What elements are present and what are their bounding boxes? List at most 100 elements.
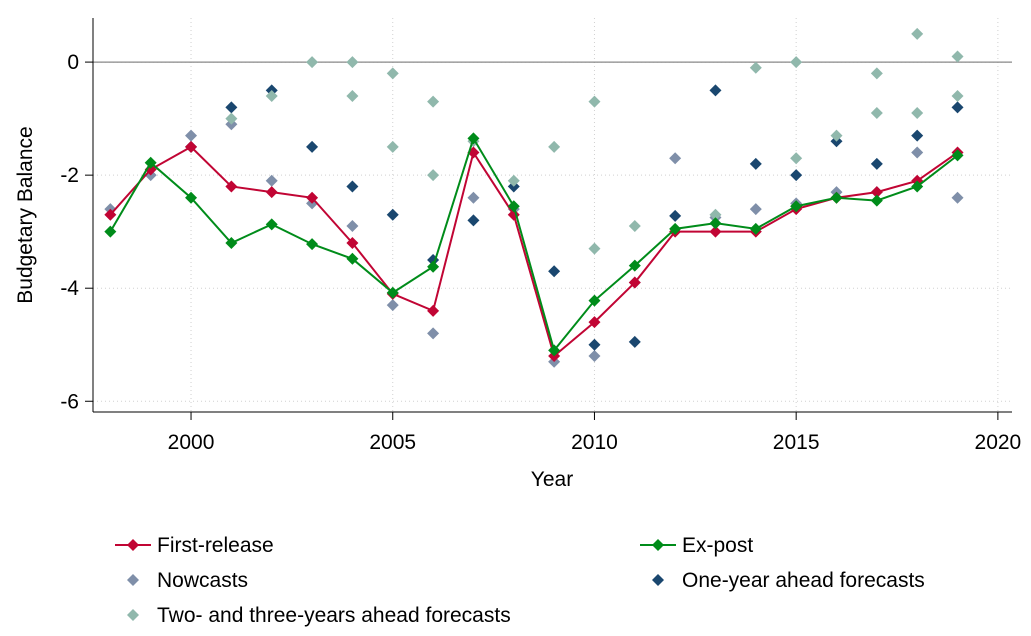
marker	[588, 316, 601, 329]
x-tick-label: 2015	[773, 431, 820, 454]
marker	[628, 220, 641, 233]
marker	[588, 338, 601, 351]
marker	[951, 50, 964, 63]
marker	[346, 180, 359, 193]
marker	[144, 156, 157, 169]
x-tick-label: 2000	[168, 431, 215, 454]
marker	[346, 236, 359, 249]
marker	[749, 203, 762, 216]
marker	[427, 304, 440, 317]
marker	[104, 225, 117, 238]
marker	[628, 259, 641, 272]
x-axis-title: Year	[531, 468, 573, 491]
marker	[265, 174, 278, 187]
marker	[467, 132, 480, 145]
marker	[427, 95, 440, 108]
marker	[749, 61, 762, 74]
legend-label: One-year ahead forecasts	[682, 569, 925, 592]
marker	[790, 200, 803, 213]
marker	[911, 129, 924, 142]
marker	[870, 186, 883, 199]
marker	[185, 129, 198, 142]
marker	[911, 180, 924, 193]
marker	[749, 222, 762, 235]
marker	[628, 335, 641, 348]
marker	[386, 67, 399, 80]
marker	[507, 174, 520, 187]
marker	[870, 106, 883, 119]
y-tick-label: -2	[60, 164, 79, 187]
marker	[749, 157, 762, 170]
marker	[507, 200, 520, 213]
y-axis-title: Budgetary Balance	[14, 126, 37, 303]
marker	[306, 191, 319, 204]
marker	[265, 186, 278, 199]
marker	[386, 208, 399, 221]
marker	[467, 214, 480, 227]
y-tick-label: 0	[67, 51, 79, 74]
marker	[467, 191, 480, 204]
marker	[588, 350, 601, 363]
marker	[225, 180, 238, 193]
marker	[951, 101, 964, 114]
marker	[427, 169, 440, 182]
marker	[386, 140, 399, 153]
marker	[265, 90, 278, 103]
series-line	[109, 135, 959, 353]
marker	[709, 217, 722, 230]
marker	[669, 152, 682, 165]
marker	[427, 260, 440, 273]
x-tick-label: 2020	[975, 431, 1022, 454]
marker	[386, 286, 399, 299]
marker	[346, 220, 359, 233]
marker	[790, 56, 803, 69]
legend-marker	[652, 539, 664, 551]
legend-label: First-release	[157, 534, 274, 557]
y-tick-label: -4	[60, 277, 79, 300]
y-tick-label: -6	[60, 390, 79, 413]
marker	[709, 225, 722, 238]
x-tick-label: 2010	[571, 431, 618, 454]
marker	[588, 294, 601, 307]
marker	[185, 140, 198, 153]
marker	[588, 95, 601, 108]
marker	[709, 208, 722, 221]
legend-label: Nowcasts	[157, 569, 248, 592]
marker	[830, 191, 843, 204]
marker	[790, 152, 803, 165]
marker	[951, 90, 964, 103]
marker	[306, 56, 319, 69]
marker	[225, 236, 238, 249]
legend-marker	[127, 609, 139, 621]
marker	[225, 101, 238, 114]
legend-label: Ex-post	[682, 534, 753, 557]
marker	[790, 169, 803, 182]
marker	[870, 67, 883, 80]
marker	[669, 222, 682, 235]
legend-marker	[127, 574, 139, 586]
marker	[548, 344, 561, 357]
legend-label: Two- and three-years ahead forecasts	[157, 604, 511, 627]
marker	[911, 27, 924, 40]
marker	[951, 191, 964, 204]
marker	[104, 208, 117, 221]
marker	[346, 252, 359, 265]
marker	[588, 242, 601, 255]
marker	[306, 140, 319, 153]
series-line	[109, 145, 959, 358]
marker	[951, 149, 964, 162]
marker	[628, 276, 641, 289]
marker	[669, 209, 682, 222]
marker	[709, 84, 722, 97]
marker	[870, 194, 883, 207]
marker	[548, 140, 561, 153]
marker	[225, 112, 238, 125]
marker	[870, 157, 883, 170]
marker	[185, 191, 198, 204]
marker	[427, 253, 440, 266]
marker	[265, 218, 278, 231]
marker	[427, 327, 440, 340]
marker	[548, 265, 561, 278]
